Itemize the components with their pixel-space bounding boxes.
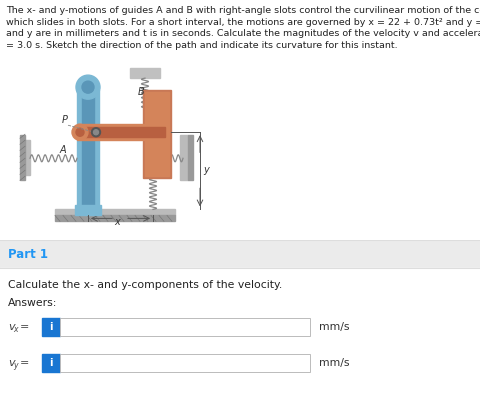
Bar — [77, 124, 167, 140]
Text: v: v — [8, 358, 14, 368]
Text: A: A — [60, 145, 67, 155]
Text: x: x — [114, 217, 120, 227]
Bar — [20, 135, 25, 180]
Circle shape — [82, 81, 94, 93]
Text: x: x — [13, 325, 17, 334]
Bar — [75, 206, 101, 215]
Circle shape — [92, 128, 100, 137]
Circle shape — [72, 124, 88, 140]
Bar — [42, 318, 60, 336]
Text: y: y — [13, 360, 17, 369]
Text: Part 1: Part 1 — [8, 248, 48, 261]
Text: y: y — [203, 165, 209, 175]
Circle shape — [94, 130, 98, 135]
Bar — [0, 240, 480, 268]
Text: = 3.0 s. Sketch the direction of the path and indicate its curvature for this in: = 3.0 s. Sketch the direction of the pat… — [6, 41, 397, 50]
Bar — [180, 135, 188, 180]
Circle shape — [76, 75, 100, 99]
Bar — [145, 92, 169, 176]
Bar — [82, 95, 94, 206]
Bar — [188, 135, 193, 180]
Text: Answers:: Answers: — [8, 298, 58, 308]
Bar — [130, 68, 160, 78]
Text: i: i — [49, 358, 53, 368]
Bar — [25, 140, 30, 175]
Bar — [55, 215, 175, 222]
Bar — [55, 209, 175, 215]
Text: B: B — [138, 87, 145, 97]
Text: P: P — [62, 115, 68, 125]
Text: v: v — [8, 322, 14, 332]
Text: =: = — [20, 358, 29, 368]
Text: The x- and y-motions of guides A and B with right-angle slots control the curvil: The x- and y-motions of guides A and B w… — [6, 6, 480, 15]
Circle shape — [76, 128, 84, 136]
Text: mm/s: mm/s — [319, 322, 349, 332]
Bar — [79, 127, 165, 137]
Text: which slides in both slots. For a short interval, the motions are governed by x : which slides in both slots. For a short … — [6, 18, 480, 27]
Bar — [77, 90, 99, 210]
Text: mm/s: mm/s — [319, 358, 349, 368]
Text: Calculate the x- and y-components of the velocity.: Calculate the x- and y-components of the… — [8, 280, 282, 290]
Bar — [60, 318, 310, 336]
Bar — [0, 268, 480, 411]
Text: =: = — [20, 322, 29, 332]
Text: and y are in millimeters and t is in seconds. Calculate the magnitudes of the ve: and y are in millimeters and t is in sec… — [6, 29, 480, 38]
Bar — [143, 90, 171, 178]
Bar — [60, 354, 310, 372]
Bar — [42, 354, 60, 372]
Text: i: i — [49, 322, 53, 332]
